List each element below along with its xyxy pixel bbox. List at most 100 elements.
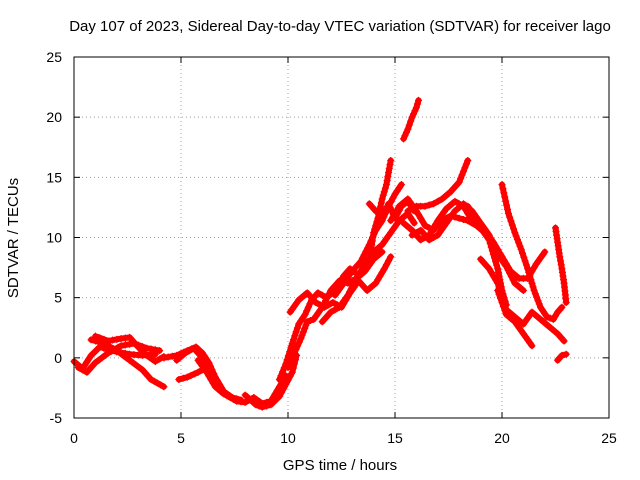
data-point-marker: [455, 214, 463, 222]
data-point-marker: [360, 251, 368, 259]
data-point-marker: [117, 342, 125, 350]
data-point-marker: [504, 264, 512, 272]
data-point-marker: [504, 209, 512, 217]
data-point-marker: [314, 289, 322, 297]
data-point-marker: [258, 403, 266, 411]
data-point-marker: [430, 224, 438, 232]
data-point-marker: [168, 352, 176, 360]
axis-ticks: 0 5 10 15 20 25 -5 0 5 10 15 20 25: [46, 49, 617, 446]
data-point-marker: [175, 375, 183, 383]
data-point-marker: [179, 374, 187, 382]
data-point-marker: [91, 332, 99, 340]
data-point-marker: [393, 206, 401, 214]
series-arc-24: [494, 286, 536, 350]
data-point-marker: [462, 160, 470, 168]
y-tick-label: 20: [46, 109, 62, 125]
data-point-marker: [499, 185, 507, 193]
data-point-marker: [381, 184, 389, 192]
data-point-marker: [303, 307, 311, 315]
data-point-marker: [492, 258, 500, 266]
data-point-marker: [109, 336, 117, 344]
data-point-marker: [355, 271, 363, 279]
data-point-marker: [374, 276, 382, 284]
data-point-marker: [499, 302, 507, 310]
data-point-marker: [284, 376, 292, 384]
data-point-marker: [407, 117, 415, 125]
data-point-marker: [301, 324, 309, 332]
series-line: [173, 345, 210, 383]
data-point-marker: [301, 311, 309, 319]
data-point-marker: [288, 339, 296, 347]
data-point-marker: [461, 164, 469, 172]
data-point-marker: [417, 236, 425, 244]
data-point-marker: [494, 246, 502, 254]
data-point-marker: [198, 354, 206, 362]
data-point-marker: [549, 315, 557, 323]
x-axis-label: GPS time / hours: [283, 457, 397, 474]
data-point-marker: [160, 383, 168, 391]
data-point-marker: [500, 189, 508, 197]
data-point-marker: [104, 337, 112, 345]
data-point-marker: [492, 242, 500, 250]
data-point-marker: [233, 397, 241, 405]
data-point-marker: [186, 347, 194, 355]
data-point-marker: [378, 248, 386, 256]
x-tick-label: 15: [387, 430, 403, 446]
y-tick-label: 5: [54, 290, 62, 306]
data-point-marker: [290, 336, 298, 344]
data-point-marker: [494, 286, 502, 294]
series-arc-3: [87, 336, 168, 391]
data-point-marker: [494, 265, 502, 273]
data-point-marker: [527, 276, 535, 284]
series-arc-13: [331, 181, 405, 299]
series-arc-5: [160, 343, 245, 404]
data-point-marker: [151, 357, 159, 365]
data-point-marker: [255, 402, 263, 410]
series-arc-25: [552, 224, 570, 306]
data-point-marker: [432, 220, 440, 228]
series-line: [499, 181, 565, 323]
data-point-marker: [367, 245, 375, 253]
data-point-marker: [509, 276, 517, 284]
data-point-marker: [459, 215, 467, 223]
data-point-marker: [562, 298, 570, 306]
data-point-marker: [351, 278, 359, 286]
data-point-marker: [530, 264, 538, 272]
data-point-marker: [323, 293, 331, 301]
data-point-marker: [191, 370, 199, 378]
data-point-marker: [292, 328, 300, 336]
data-point-marker: [143, 344, 151, 352]
data-point-marker: [502, 197, 510, 205]
data-point-marker: [500, 256, 508, 264]
data-point-marker: [79, 366, 87, 374]
data-point-marker: [379, 191, 387, 199]
data-point-marker: [421, 234, 429, 241]
data-point-marker: [386, 160, 394, 168]
data-point-marker: [346, 288, 354, 296]
data-point-marker: [412, 104, 420, 112]
data-point-marker: [382, 181, 390, 189]
series-arc-7: [194, 356, 290, 408]
data-point-marker: [113, 335, 121, 343]
data-point-marker: [279, 368, 287, 376]
data-point-marker: [298, 331, 306, 339]
data-point-marker: [289, 364, 297, 372]
data-point-marker: [451, 197, 459, 205]
data-point-marker: [183, 373, 191, 381]
data-point-marker: [526, 272, 534, 280]
data-point-marker: [387, 156, 395, 164]
data-point-marker: [494, 268, 502, 276]
data-point-marker: [557, 261, 565, 269]
data-point-marker: [430, 200, 438, 208]
data-point-marker: [289, 353, 297, 361]
data-point-marker: [384, 173, 392, 181]
data-point-marker: [492, 276, 500, 284]
data-point-marker: [404, 125, 412, 133]
data-point-marker: [320, 303, 328, 311]
data-point-marker: [294, 342, 302, 350]
data-point-marker: [325, 301, 333, 309]
x-tick-label: 20: [494, 430, 510, 446]
data-point-marker: [386, 203, 394, 211]
data-point-marker: [325, 290, 333, 298]
data-point-marker: [187, 371, 195, 379]
